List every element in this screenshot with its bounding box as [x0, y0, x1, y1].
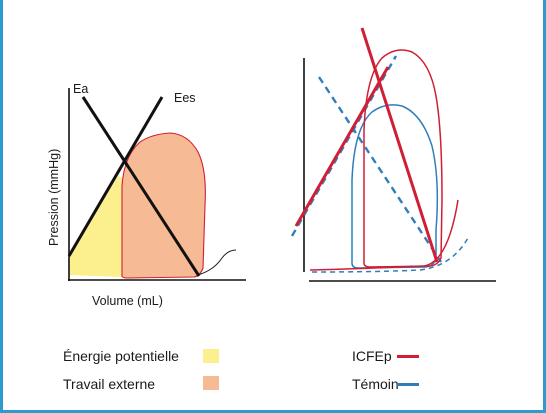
hfpef-legend-line — [397, 355, 419, 358]
external-work-area — [121, 132, 206, 279]
y-axis-label: Pression (mmHg) — [47, 149, 61, 246]
hfpef-pv-loop — [363, 49, 443, 268]
ees-line — [67, 96, 164, 257]
ea-line — [81, 96, 201, 277]
legend-external-work-label: Travail externe — [63, 376, 156, 392]
external-work-swatch — [203, 376, 219, 390]
legend-hfpef-label: ICFEp — [352, 348, 392, 364]
control-ea-line — [317, 76, 443, 263]
hfpef-filling-curve — [309, 199, 459, 271]
control-filling-curve — [311, 237, 469, 273]
filling-curve — [197, 249, 237, 276]
right-pv-plot — [290, 27, 496, 282]
potential-energy-area — [69, 176, 122, 277]
x-axis-label: Volume (mL) — [92, 294, 163, 308]
legend-control-label: Témoin — [352, 376, 399, 392]
legend-potential-energy-label: Énergie potentielle — [63, 348, 179, 364]
hfpef-ea-line — [360, 27, 439, 263]
potential-energy-swatch — [203, 349, 219, 363]
ea-label: Ea — [73, 82, 88, 96]
control-pv-loop — [351, 104, 439, 269]
hfpef-ees-line — [294, 66, 390, 227]
left-pv-plot: Ea Ees Volume (mL) Pression (mmHg) — [47, 82, 246, 308]
ees-label: Ees — [174, 91, 196, 105]
control-legend-line — [397, 383, 419, 386]
